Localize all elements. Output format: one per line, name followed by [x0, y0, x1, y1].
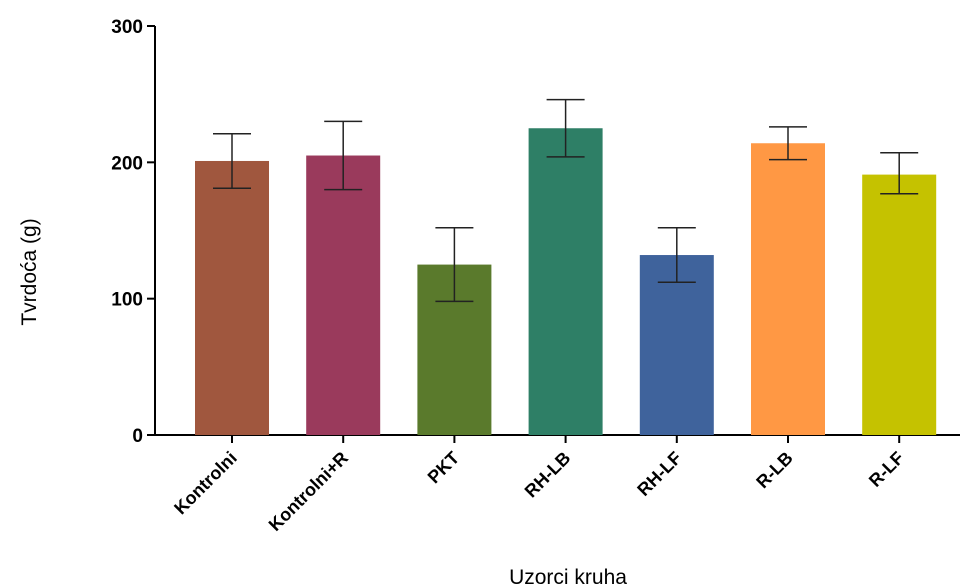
- x-axis-title: Uzorci kruha: [509, 566, 627, 587]
- x-tick-label: R-LF: [865, 448, 908, 491]
- x-tick-label: Kontrolni: [170, 448, 241, 519]
- bar: [639, 255, 714, 435]
- bar: [528, 128, 603, 435]
- y-tick-label: 0: [132, 426, 143, 447]
- y-tick-label: 100: [111, 290, 143, 311]
- bar: [306, 155, 381, 435]
- x-tick-label: RH-LB: [521, 448, 575, 502]
- error-bars: [213, 98, 919, 303]
- bar: [862, 174, 937, 435]
- x-tick-label: R-LB: [752, 448, 797, 493]
- bar: [195, 160, 269, 435]
- x-tick-label: RH-LF: [633, 448, 685, 500]
- y-tick-label: 300: [111, 17, 143, 38]
- x-tick-label: Kontrolni+R: [265, 448, 352, 535]
- y-ticks: 0 100 200 300: [111, 17, 155, 447]
- x-tick-labels: Kontrolni Kontrolni+R PKT RH-LB RH-LF R-LB R-L…: [170, 435, 908, 535]
- y-tick-label: 200: [111, 153, 143, 174]
- bars: [195, 128, 937, 435]
- bar: [751, 143, 825, 435]
- y-axis-title: Tvrdoća (g): [18, 218, 41, 325]
- x-tick-label: PKT: [424, 448, 464, 488]
